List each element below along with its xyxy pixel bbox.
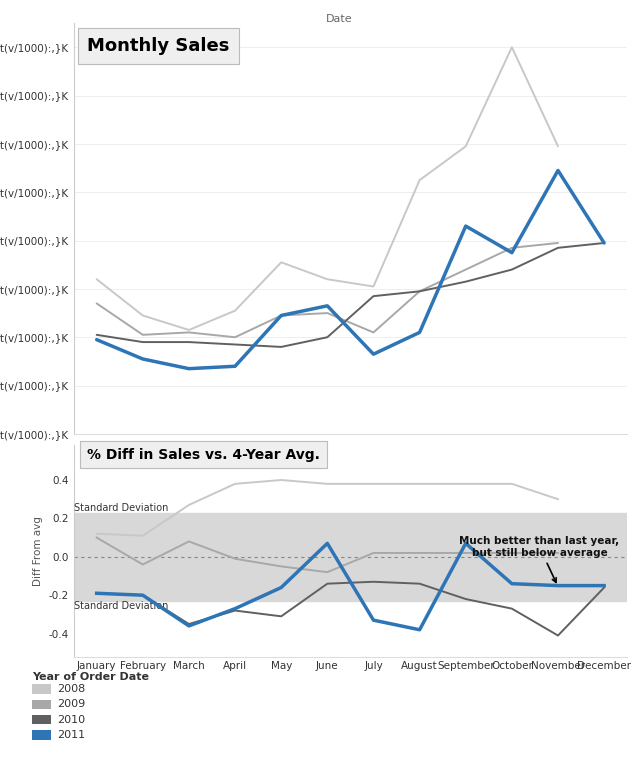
Text: 2010: 2010 (58, 714, 86, 725)
Text: % Diff in Sales vs. 4-Year Avg.: % Diff in Sales vs. 4-Year Avg. (88, 448, 320, 462)
Text: Year of Order Date: Year of Order Date (32, 672, 149, 682)
Text: Standard Deviation: Standard Deviation (74, 502, 168, 513)
Text: 2011: 2011 (58, 730, 86, 740)
Bar (74, 513, 627, 601)
Text: Monthly Sales: Monthly Sales (88, 38, 230, 55)
Text: Standard Deviation: Standard Deviation (74, 601, 168, 611)
Text: 2008: 2008 (58, 684, 86, 694)
Text: 2009: 2009 (58, 699, 86, 710)
Text: Much better than last year,
but still below average: Much better than last year, but still be… (460, 536, 620, 582)
Y-axis label: Diff From avg: Diff From avg (33, 516, 43, 586)
Text: Date: Date (326, 14, 353, 24)
